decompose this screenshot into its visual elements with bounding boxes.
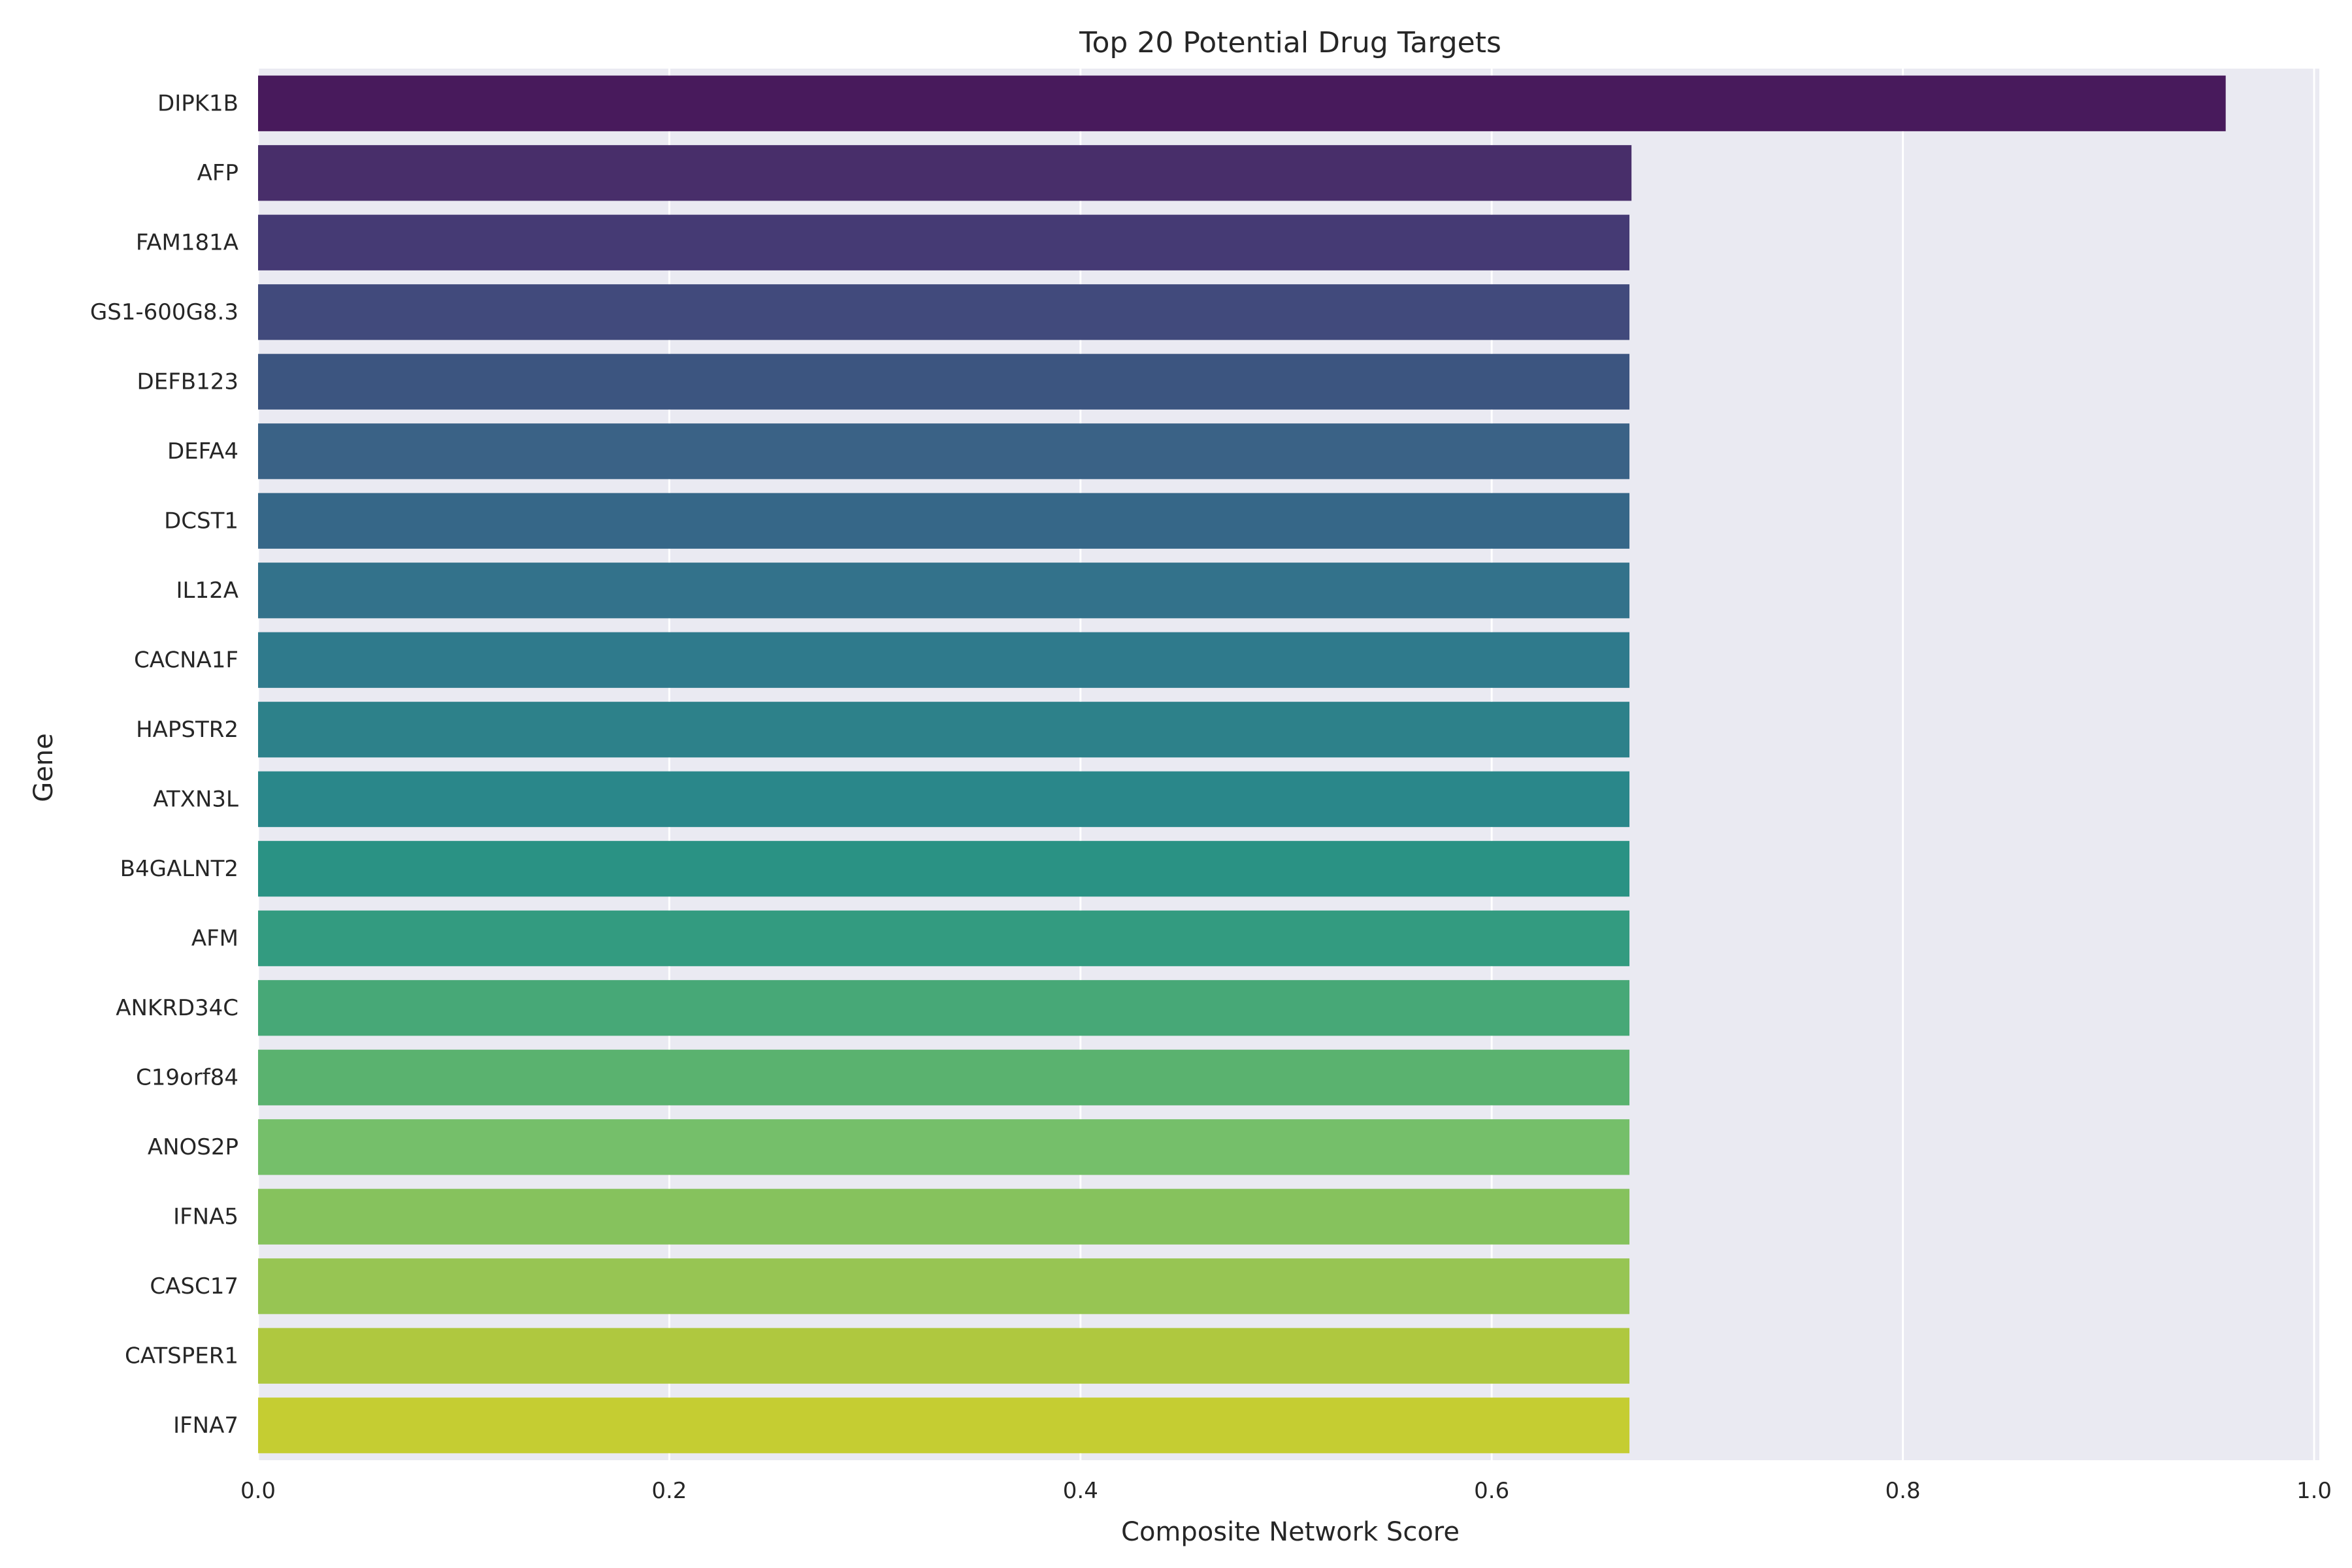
y-tick-label: C19orf84	[136, 1064, 238, 1090]
bar-afm	[258, 910, 1630, 966]
x-axis-label: Composite Network Score	[1121, 1517, 1460, 1547]
y-tick-label: FAM181A	[136, 229, 238, 255]
x-tick-label: 0.4	[1063, 1478, 1098, 1504]
x-tick-labels: 0.0 0.2 0.4 0.6 0.8 1.0	[240, 1478, 2332, 1504]
y-tick-label: CATSPER1	[125, 1343, 238, 1369]
bar-atxn3l	[258, 771, 1630, 827]
y-tick-label: ANKRD34C	[116, 995, 238, 1021]
bar-catsper1	[258, 1328, 1630, 1384]
y-tick-label: DIPK1B	[157, 90, 238, 116]
y-tick-label: ATXN3L	[153, 786, 238, 812]
y-tick-label: GS1-600G8.3	[90, 299, 238, 325]
plot-area	[258, 69, 2319, 1460]
y-tick-label: DEFA4	[167, 438, 238, 465]
x-tick-label: 0.0	[240, 1478, 276, 1504]
y-tick-label: DCST1	[164, 508, 238, 534]
bar-fam181a	[258, 214, 1630, 270]
bar-ifna5	[258, 1188, 1630, 1245]
y-tick-label: CASC17	[150, 1273, 238, 1299]
y-tick-labels: DIPK1B AFP FAM181A GS1-600G8.3 DEFB123 DEFA4 D…	[90, 90, 238, 1439]
bar-ankrd34c	[258, 980, 1630, 1036]
bar-dipk1b	[258, 75, 2226, 131]
y-tick-label: AFM	[191, 925, 238, 951]
bar-b4galnt2	[258, 841, 1630, 897]
y-tick-label: HAPSTR2	[136, 717, 238, 743]
bar-gs1-600g8-3	[258, 284, 1630, 340]
y-tick-label: DEFB123	[137, 368, 238, 395]
chart-title: Top 20 Potential Drug Targets	[1079, 26, 1501, 59]
bar-cacna1f	[258, 632, 1630, 688]
y-tick-label: IL12A	[176, 578, 239, 604]
bar-afp	[258, 145, 1632, 201]
x-tick-label: 0.6	[1474, 1478, 1509, 1504]
bar-defb123	[258, 353, 1630, 410]
bar-dcst1	[258, 493, 1630, 549]
x-tick-label: 1.0	[2296, 1478, 2332, 1504]
bar-ifna7	[258, 1397, 1630, 1454]
bar-defa4	[258, 423, 1630, 480]
y-tick-label: IFNA7	[173, 1413, 238, 1439]
y-tick-label: ANOS2P	[148, 1134, 238, 1160]
y-axis-label: Gene	[29, 733, 59, 802]
y-tick-label: AFP	[197, 160, 238, 186]
y-tick-label: B4GALNT2	[120, 856, 238, 882]
bars	[258, 75, 2226, 1454]
bar-anos2p	[258, 1119, 1630, 1175]
bar-c19orf84	[258, 1049, 1630, 1105]
bar-hapstr2	[258, 702, 1630, 758]
y-tick-label: CACNA1F	[134, 647, 238, 673]
y-tick-label: IFNA5	[173, 1203, 238, 1230]
bar-il12a	[258, 563, 1630, 619]
x-tick-label: 0.2	[651, 1478, 687, 1504]
bar-casc17	[258, 1258, 1630, 1315]
x-tick-label: 0.8	[1886, 1478, 1921, 1504]
